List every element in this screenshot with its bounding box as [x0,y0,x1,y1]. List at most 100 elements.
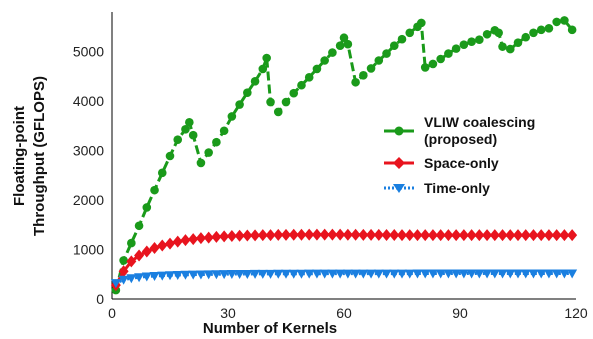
legend-label-cont: (proposed) [424,131,497,147]
data-point [335,228,346,241]
data-point [141,272,152,282]
data-point [443,229,454,242]
data-point [327,228,338,241]
x-tick-labels: 0 30 60 90 120 [108,305,588,321]
data-point [173,135,183,144]
data-point [172,271,183,281]
data-point [397,269,407,279]
data-point [119,256,128,265]
series-2 [110,269,578,289]
legend-item-space-only: Space-only [384,155,499,171]
data-point [118,275,129,285]
data-point [219,270,230,280]
data-point [528,269,539,279]
data-point [529,28,538,38]
data-point [273,228,284,241]
data-point [552,17,561,27]
y-tick-label: 4000 [73,93,104,109]
data-point [559,229,570,242]
data-point [404,229,415,242]
axes [111,12,576,300]
data-point [505,269,516,279]
data-point [521,32,531,42]
data-point [482,269,493,279]
data-point [258,64,268,74]
data-point [110,279,121,289]
data-point [181,124,190,134]
data-point [389,41,399,50]
data-point [203,270,214,280]
data-point [180,270,191,280]
data-point [350,228,361,241]
data-point [451,269,462,279]
data-point [149,271,160,281]
data-point [266,97,275,107]
data-point [397,229,407,242]
x-tick-label: 60 [336,305,352,321]
data-point [157,239,168,252]
legend-swatch-marker [393,157,405,169]
data-point [196,158,206,168]
data-point [536,229,547,242]
y-tick-label: 5000 [73,44,104,60]
data-point [273,107,283,117]
data-point [289,88,299,98]
data-point [281,97,291,107]
data-point [242,229,253,242]
data-point [427,229,438,242]
data-point [466,229,477,242]
data-point [458,229,469,242]
y-axis-title-line-2: Throughput (GFLOPS) [31,76,48,236]
data-point [412,229,423,242]
data-point [195,232,206,245]
y-tick-label: 0 [96,291,104,307]
data-point [505,229,516,242]
legend-label: VLIW coalescing [424,114,535,130]
series-0 [111,16,577,295]
data-point [397,34,407,44]
data-point [342,269,353,279]
data-point [250,76,260,86]
data-point [304,269,315,279]
data-point [528,229,539,242]
data-point [281,269,291,279]
data-point [536,269,547,279]
data-point [474,269,485,279]
data-point [567,269,578,279]
data-point [467,37,476,46]
data-point [127,238,136,248]
data-point [134,273,145,283]
data-point [219,126,229,136]
data-point [466,269,477,279]
data-point [475,35,484,45]
data-point [188,233,199,246]
data-point [203,231,214,244]
data-point [242,269,253,279]
data-point [351,77,360,87]
data-point [188,130,198,140]
data-point [435,269,446,279]
series-1 [110,228,578,292]
data-point [498,42,507,51]
data-point [204,148,213,157]
data-point [335,269,346,279]
data-point [134,221,144,231]
data-point [551,269,562,279]
data-point [482,229,493,242]
data-point [150,185,159,195]
data-point [126,255,137,268]
data-point [420,229,431,242]
data-point [157,271,168,281]
data-point [250,269,261,279]
data-point [165,271,175,281]
data-point [381,269,392,279]
data-point [513,38,523,47]
data-point [520,269,531,279]
data-point [141,245,152,258]
data-point [335,41,345,50]
legend-swatch-marker [393,184,405,193]
data-point [227,112,237,121]
data-point [358,228,369,241]
y-axis-title-line-1: Floating-point [11,106,28,206]
